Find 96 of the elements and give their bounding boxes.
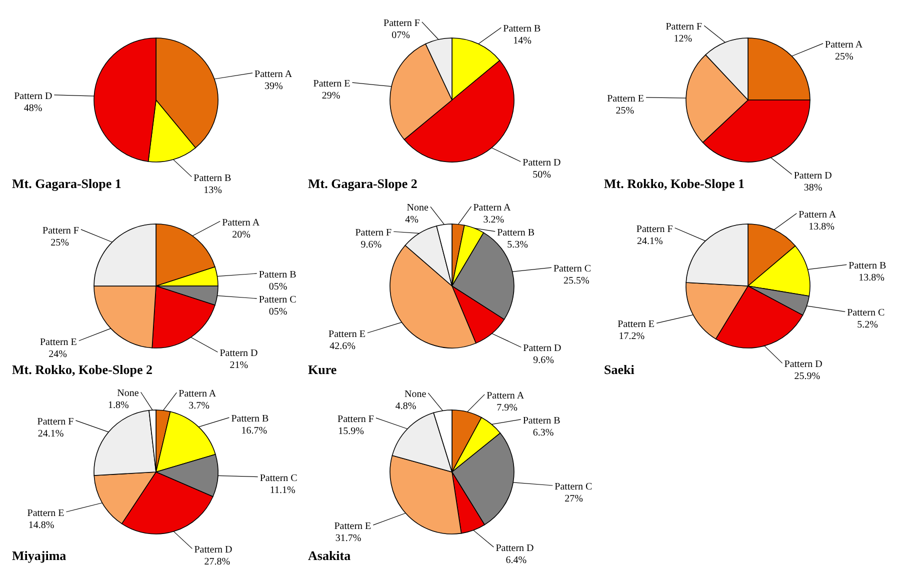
slice-label: Pattern C xyxy=(554,264,592,275)
slice-label: Pattern D xyxy=(496,543,534,554)
data-label: 24% xyxy=(48,348,67,360)
data-label: 13.8% xyxy=(808,221,834,232)
data-label: 05% xyxy=(268,306,288,318)
data-label: 39% xyxy=(264,80,283,92)
slice-label: Pattern E xyxy=(334,521,372,532)
data-label: 25.9% xyxy=(794,371,820,382)
slice-label: Pattern D xyxy=(194,544,232,556)
slice-label: Pattern A xyxy=(473,202,512,214)
slice-label: Pattern E xyxy=(328,328,366,340)
data-label: 27.8% xyxy=(204,556,230,568)
data-label: 15.9% xyxy=(338,426,364,437)
data-label: 25% xyxy=(616,105,634,116)
slice-label: Pattern F xyxy=(338,414,374,425)
data-label: 11.1% xyxy=(270,484,296,496)
slice-label: Pattern C xyxy=(554,482,593,493)
data-label: 4% xyxy=(405,214,418,226)
slice-label: Pattern B xyxy=(503,24,541,35)
data-label: 38% xyxy=(804,182,822,194)
slice-label: Pattern A xyxy=(254,68,293,80)
slice-label: None xyxy=(406,202,429,214)
data-label: 20% xyxy=(232,229,250,240)
data-label: 9.6% xyxy=(533,355,554,366)
slice-label: Pattern B xyxy=(848,260,886,272)
data-label: 16.7% xyxy=(241,426,268,437)
text: Kure xyxy=(308,362,337,377)
slice-label: Pattern E xyxy=(618,319,655,330)
slice-label: Pattern A xyxy=(178,388,217,400)
slice-label: Pattern E xyxy=(313,78,350,90)
data-label: 05% xyxy=(268,281,288,292)
slice-label: Pattern C xyxy=(847,308,885,319)
slice-label: Pattern F xyxy=(355,228,392,239)
data-label: 13% xyxy=(204,184,222,196)
slice-label: Pattern D xyxy=(523,343,562,354)
text: Mt. Gagara-Slope 2 xyxy=(308,176,418,191)
data-label: 07% xyxy=(392,30,410,41)
slice-label: Pattern B xyxy=(194,172,232,184)
text: Mt. Gagara-Slope 1 xyxy=(12,176,122,191)
text: Miyajima xyxy=(12,548,67,563)
slice-label: Pattern F xyxy=(666,22,703,33)
slice-label: Pattern B xyxy=(497,227,535,238)
slice-label: None xyxy=(404,388,427,400)
slice-label: Pattern D xyxy=(784,359,822,370)
slice-label: Pattern F xyxy=(384,18,420,29)
data-label: 27% xyxy=(564,494,584,505)
slice-label: Pattern F xyxy=(37,416,74,428)
data-label: 14% xyxy=(513,36,532,47)
data-label: 1.8% xyxy=(108,400,129,412)
data-label: 4.8% xyxy=(395,400,416,412)
slice-label: Pattern A xyxy=(798,209,837,220)
data-label: 48% xyxy=(24,102,42,114)
data-label: 12% xyxy=(674,34,692,45)
data-label: 25% xyxy=(835,51,854,62)
data-label: 5.2% xyxy=(857,320,878,331)
data-label: 5.3% xyxy=(507,239,528,250)
data-label: 25.5% xyxy=(564,276,590,287)
data-label: 13.8% xyxy=(858,272,885,284)
slice-label: Pattern B xyxy=(258,269,297,280)
data-label: 42.6% xyxy=(330,340,356,352)
slice-label: Pattern D xyxy=(220,348,258,360)
slice-label: Pattern D xyxy=(522,158,561,169)
slice-label: Pattern C xyxy=(258,294,297,306)
data-label: 21% xyxy=(230,360,248,372)
slice-label: Pattern B xyxy=(522,415,561,426)
data-label: 7.9% xyxy=(496,402,518,414)
slice-label: Pattern E xyxy=(607,93,644,104)
data-label: 29% xyxy=(322,90,340,102)
data-label: 25% xyxy=(50,237,69,248)
data-label: 3.2% xyxy=(483,214,504,226)
slice-label: Pattern F xyxy=(42,225,80,236)
data-label: 6.3% xyxy=(532,427,554,438)
data-label: 31.7% xyxy=(335,533,362,544)
slice-label: Pattern A xyxy=(486,390,525,402)
text: Mt. Rokko, Kobe-Slope 1 xyxy=(604,176,744,191)
slice-label: Pattern E xyxy=(27,508,64,519)
slice-label: Pattern C xyxy=(260,472,298,484)
slice-label: Pattern D xyxy=(794,170,832,182)
text: Saeki xyxy=(604,362,635,377)
slice-label: Pattern A xyxy=(222,217,260,228)
slice-label: None xyxy=(117,388,140,400)
text: Mt. Rokko, Kobe-Slope 2 xyxy=(12,362,152,377)
data-label: 6.4% xyxy=(506,555,527,566)
data-label: 24.1% xyxy=(38,428,64,440)
slice-label: Pattern D xyxy=(14,90,52,102)
slice-label: Pattern A xyxy=(825,39,864,50)
data-label: 14.8% xyxy=(28,520,54,531)
data-label: 50% xyxy=(532,170,551,181)
data-label: 17.2% xyxy=(618,331,645,342)
slice-label: Pattern E xyxy=(40,336,77,348)
text: Asakita xyxy=(308,548,352,563)
data-label: 9.6% xyxy=(360,240,382,251)
data-label: 3.7% xyxy=(188,400,210,412)
slice-label: Pattern F xyxy=(636,224,674,235)
data-label: 24.1% xyxy=(636,236,663,247)
slice-label: Pattern B xyxy=(231,414,270,425)
